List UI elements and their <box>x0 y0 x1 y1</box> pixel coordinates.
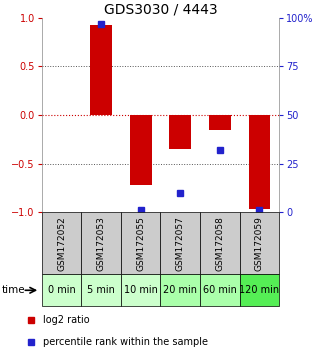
Bar <box>121 274 160 306</box>
Text: GSM172057: GSM172057 <box>176 216 185 271</box>
Text: 120 min: 120 min <box>239 285 280 295</box>
Text: 20 min: 20 min <box>163 285 197 295</box>
Bar <box>130 115 152 185</box>
Text: 0 min: 0 min <box>48 285 75 295</box>
Bar <box>209 115 231 130</box>
Text: GSM172053: GSM172053 <box>97 216 106 271</box>
Bar <box>160 212 200 274</box>
Text: GSM172058: GSM172058 <box>215 216 224 271</box>
Bar <box>90 24 112 115</box>
Text: percentile rank within the sample: percentile rank within the sample <box>43 337 208 347</box>
Bar <box>42 274 81 306</box>
Bar <box>240 212 279 274</box>
Bar <box>248 115 270 210</box>
Bar <box>169 115 191 149</box>
Bar <box>200 212 240 274</box>
Text: time: time <box>2 285 25 295</box>
Text: 60 min: 60 min <box>203 285 237 295</box>
Text: GSM172059: GSM172059 <box>255 216 264 271</box>
Text: 10 min: 10 min <box>124 285 158 295</box>
Text: GSM172055: GSM172055 <box>136 216 145 271</box>
Bar <box>200 274 240 306</box>
Title: GDS3030 / 4443: GDS3030 / 4443 <box>104 2 217 17</box>
Text: GSM172052: GSM172052 <box>57 216 66 271</box>
Bar <box>121 212 160 274</box>
Bar <box>81 274 121 306</box>
Bar <box>81 212 121 274</box>
Bar <box>160 274 200 306</box>
Text: log2 ratio: log2 ratio <box>43 315 90 325</box>
Text: 5 min: 5 min <box>87 285 115 295</box>
Bar <box>42 212 81 274</box>
Bar <box>240 274 279 306</box>
